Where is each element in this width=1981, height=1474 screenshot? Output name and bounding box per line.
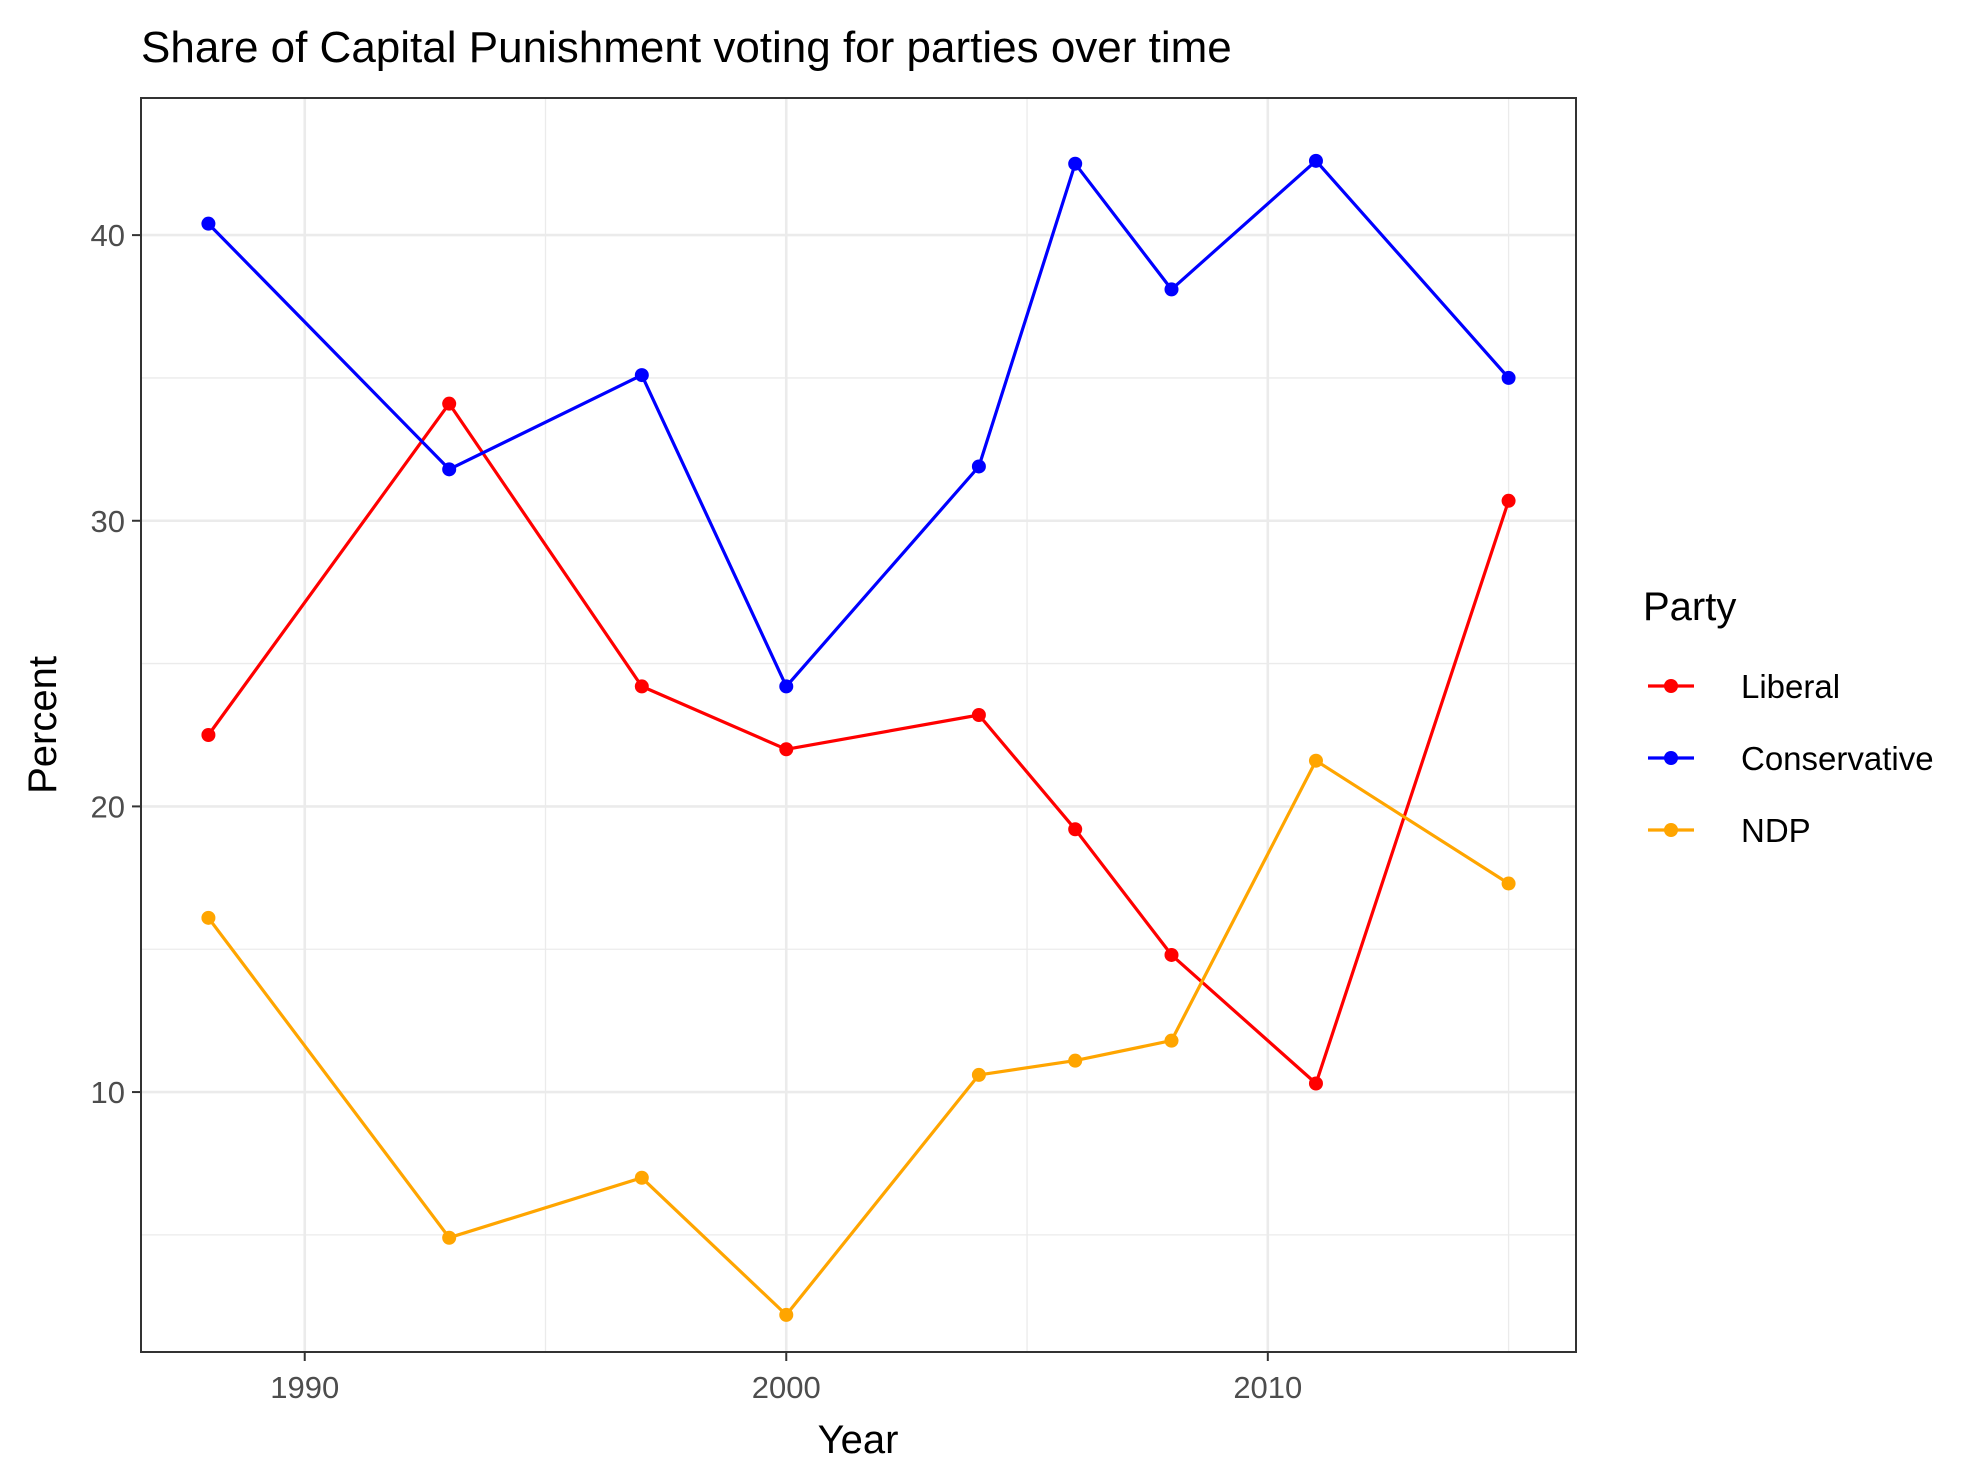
x-axis-title: Year <box>818 1418 899 1462</box>
y-tick-label: 30 <box>91 504 125 539</box>
data-point-ndp <box>634 1170 649 1185</box>
data-point-liberal <box>1068 822 1083 837</box>
data-point-liberal <box>442 396 457 411</box>
data-point-liberal <box>201 727 216 742</box>
series-ndp <box>201 753 1516 1322</box>
chart-title: Share of Capital Punishment voting for p… <box>141 23 1232 72</box>
data-point-ndp <box>201 910 216 925</box>
x-tick-label: 2010 <box>1233 1370 1302 1405</box>
legend-item-conservative: Conservative <box>1648 740 1934 777</box>
data-point-liberal <box>1164 947 1179 962</box>
legend-item-ndp: NDP <box>1648 812 1811 849</box>
plot-border <box>140 97 1577 1353</box>
data-point-conservative <box>971 459 986 474</box>
data-point-ndp <box>1164 1033 1179 1048</box>
data-point-liberal <box>634 679 649 694</box>
x-tick-label: 2000 <box>752 1370 821 1405</box>
data-point-ndp <box>971 1067 986 1082</box>
data-point-conservative <box>201 216 216 231</box>
data-point-liberal <box>971 708 986 723</box>
legend-key-point <box>1664 751 1678 765</box>
y-axis-title: Percent <box>21 656 65 794</box>
legend-label: Conservative <box>1741 740 1934 777</box>
data-point-ndp <box>1068 1053 1083 1068</box>
data-point-ndp <box>1501 876 1516 891</box>
data-point-liberal <box>779 742 794 757</box>
data-point-conservative <box>442 462 457 477</box>
data-point-ndp <box>442 1230 457 1245</box>
legend-label: NDP <box>1741 812 1811 849</box>
data-point-liberal <box>1308 1076 1323 1091</box>
data-point-conservative <box>634 368 649 383</box>
data-point-ndp <box>779 1307 794 1322</box>
legend-label: Liberal <box>1741 668 1840 705</box>
data-point-conservative <box>1501 370 1516 385</box>
legend-key-point <box>1664 823 1678 837</box>
x-tick-label: 1990 <box>270 1370 339 1405</box>
legend-key-point <box>1664 679 1678 693</box>
data-point-conservative <box>779 679 794 694</box>
grid <box>141 98 1576 1352</box>
series-liberal <box>201 396 1516 1091</box>
y-tick-label: 10 <box>91 1075 125 1110</box>
y-tick-label: 40 <box>91 218 125 253</box>
data-point-conservative <box>1308 153 1323 168</box>
data-point-ndp <box>1308 753 1323 768</box>
legend: Party Liberal Conservative NDP <box>1643 585 1934 849</box>
legend-item-liberal: Liberal <box>1648 668 1840 705</box>
data-point-liberal <box>1501 493 1516 508</box>
y-tick-label: 20 <box>91 789 125 824</box>
plot-panel <box>141 98 1576 1352</box>
data-point-conservative <box>1068 156 1083 171</box>
series-layer <box>201 153 1516 1322</box>
data-point-conservative <box>1164 282 1179 297</box>
series-conservative <box>201 153 1516 694</box>
legend-title: Party <box>1643 585 1736 629</box>
